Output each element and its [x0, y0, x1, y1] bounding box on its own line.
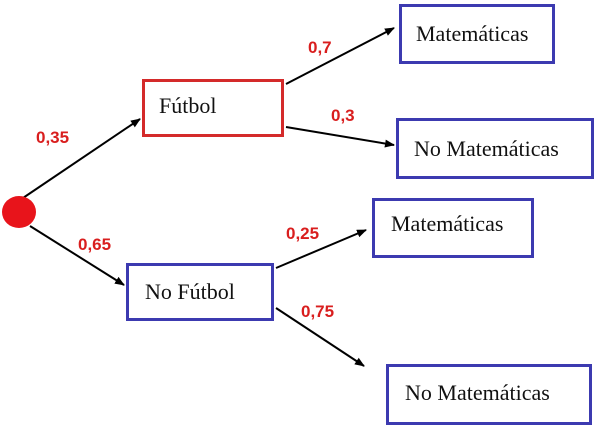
node-no-futbol: No Fútbol [126, 263, 274, 321]
node-futbol-label: Fútbol [159, 93, 217, 118]
root-node [2, 196, 36, 228]
arrow-futbol-to-no-matematicas [285, 126, 395, 148]
arrow-root-to-futbol [19, 118, 141, 201]
node-no-futbol-matematicas: Matemáticas [372, 198, 534, 258]
node-futbol-matematicas-label: Matemáticas [416, 21, 529, 46]
node-no-futbol-no-matematicas: No Matemáticas [386, 364, 592, 425]
node-no-futbol-matematicas-label: Matemáticas [391, 211, 504, 236]
arrow-no-futbol-to-no-matematicas [275, 307, 365, 367]
probability-no-futbol-matematicas: 0,25 [286, 224, 320, 243]
probability-futbol: 0,35 [36, 128, 70, 147]
probability-futbol-matematicas: 0,7 [308, 38, 332, 57]
node-no-futbol-label: No Fútbol [145, 279, 235, 304]
probability-no-futbol-no-matematicas: 0,75 [301, 302, 335, 321]
arrow-futbol-to-matematicas [285, 27, 395, 85]
node-no-futbol-no-matematicas-label: No Matemáticas [405, 380, 550, 405]
probability-futbol-no-matematicas: 0,3 [331, 106, 355, 125]
arrow-root-to-no-futbol [29, 225, 125, 286]
node-futbol-matematicas: Matemáticas [399, 4, 555, 64]
node-futbol: Fútbol [142, 79, 284, 137]
probability-no-futbol: 0,65 [78, 235, 112, 254]
arrow-no-futbol-to-matematicas [275, 229, 367, 269]
node-futbol-no-matematicas: No Matemáticas [396, 118, 594, 179]
node-futbol-no-matematicas-label: No Matemáticas [414, 136, 559, 161]
